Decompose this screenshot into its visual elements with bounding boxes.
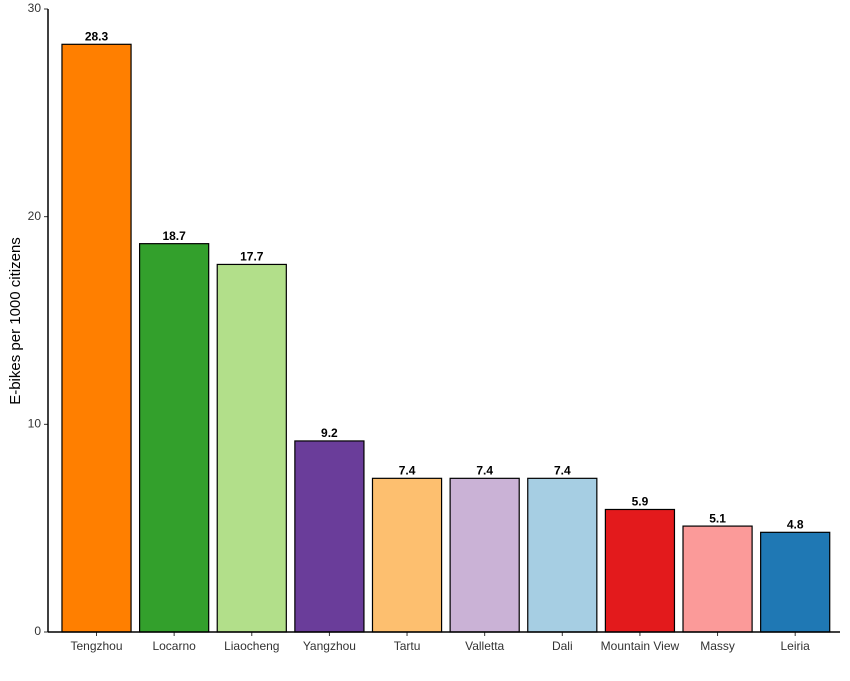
y-tick-label: 20 <box>28 209 42 223</box>
bar <box>527 477 598 633</box>
value-label: 5.1 <box>709 511 726 525</box>
y-tick-label: 0 <box>34 624 41 638</box>
bar <box>294 440 365 633</box>
value-label: 4.8 <box>787 517 804 531</box>
x-tick-label: Tartu <box>394 639 421 653</box>
x-tick-label: Valletta <box>465 639 504 653</box>
x-tick-label: Yangzhou <box>303 639 356 653</box>
bar <box>138 243 210 633</box>
bar <box>449 477 520 633</box>
bar <box>61 43 132 633</box>
value-label: 17.7 <box>240 250 264 264</box>
x-tick-label: Mountain View <box>601 639 680 653</box>
x-tick-label: Liaocheng <box>224 639 279 653</box>
bar <box>604 508 676 633</box>
bar <box>216 263 287 633</box>
value-label: 7.4 <box>476 463 493 477</box>
x-tick-label: Leiria <box>781 639 811 653</box>
value-label: 5.9 <box>632 495 649 509</box>
value-label: 7.4 <box>399 463 416 477</box>
y-tick-label: 30 <box>28 1 42 15</box>
value-label: 18.7 <box>162 229 186 243</box>
x-tick-label: Dali <box>552 639 573 653</box>
value-label: 7.4 <box>554 463 571 477</box>
y-tick-label: 10 <box>28 417 42 431</box>
value-label: 28.3 <box>85 29 109 43</box>
bar <box>760 531 831 633</box>
bar <box>371 477 443 633</box>
y-axis-label: E-bikes per 1000 citizens <box>7 237 24 405</box>
value-label: 9.2 <box>321 426 338 440</box>
x-tick-label: Locarno <box>152 639 196 653</box>
x-tick-label: Tengzhou <box>70 639 122 653</box>
x-tick-label: Massy <box>700 639 735 653</box>
bar <box>682 525 753 633</box>
